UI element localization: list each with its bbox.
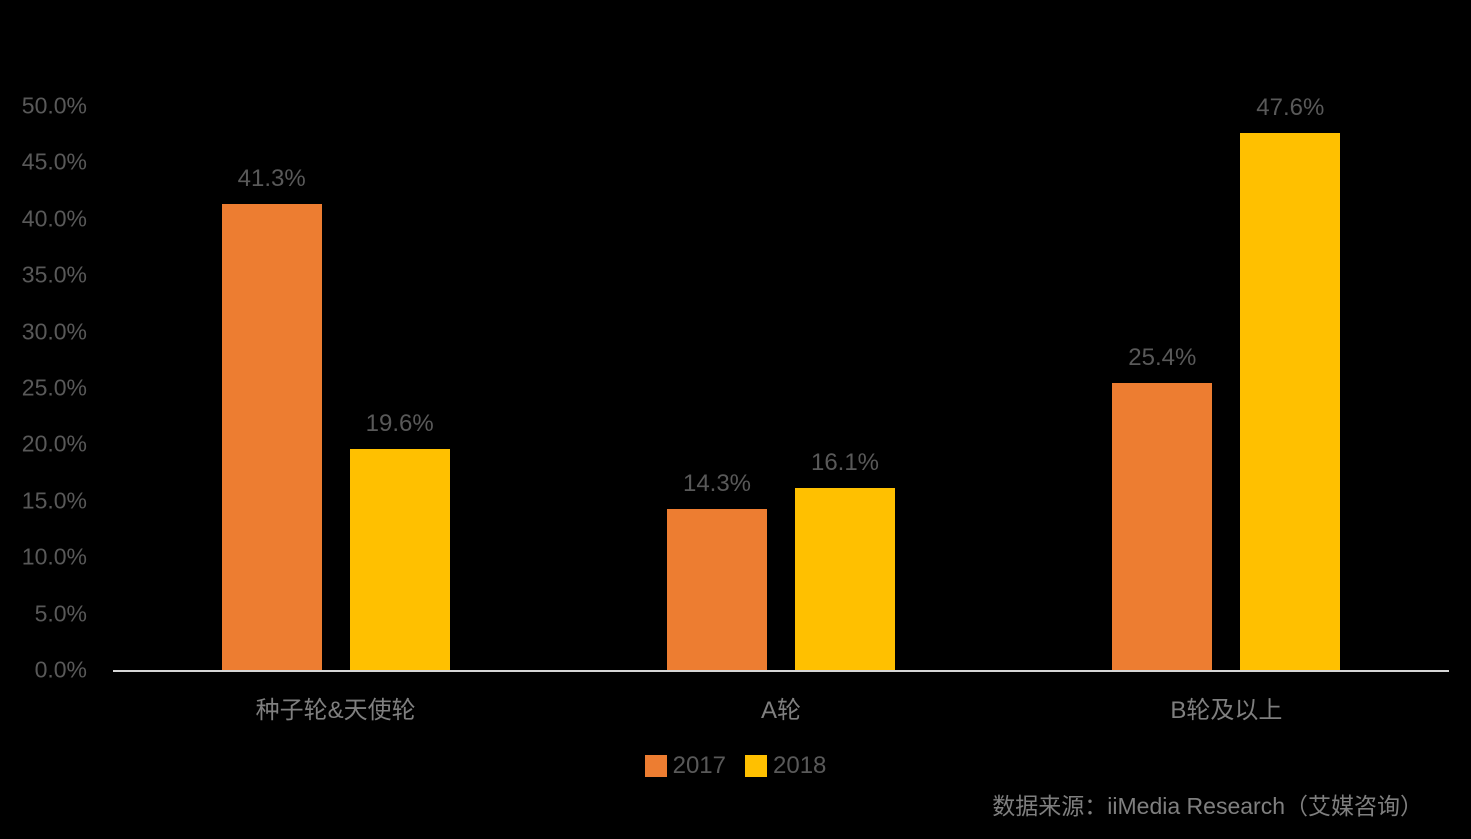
bar-2018-0 bbox=[349, 448, 450, 670]
x-axis-line bbox=[113, 670, 1449, 672]
y-tick-label: 30.0% bbox=[21, 318, 87, 345]
y-tick-label: 50.0% bbox=[21, 92, 87, 119]
value-label-2018-2: 47.6% bbox=[1256, 94, 1325, 122]
y-tick-label: 40.0% bbox=[21, 205, 87, 232]
legend-label-2018: 2018 bbox=[773, 752, 827, 779]
y-tick-label: 45.0% bbox=[21, 148, 87, 175]
category-label-2: B轮及以上 bbox=[1170, 697, 1283, 724]
y-tick-label: 35.0% bbox=[21, 261, 87, 288]
value-label-2017-2: 25.4% bbox=[1128, 344, 1197, 372]
y-tick-label: 25.0% bbox=[21, 374, 87, 401]
value-label-2017-1: 14.3% bbox=[682, 469, 752, 497]
legend-item-2018: 2018 bbox=[745, 753, 826, 779]
bar-2017-0 bbox=[221, 204, 322, 670]
category-label-0: 种子轮&天使轮 bbox=[255, 697, 416, 724]
bar-2017-1 bbox=[667, 508, 767, 670]
y-tick-label: 20.0% bbox=[21, 430, 87, 457]
bar-2018-1 bbox=[795, 488, 895, 670]
y-tick-label: 0.0% bbox=[34, 656, 87, 683]
value-label-2018-0: 19.6% bbox=[365, 409, 434, 437]
category-label-1: A轮 bbox=[760, 697, 802, 724]
y-tick-label: 15.0% bbox=[21, 487, 87, 514]
legend: 2017 2018 bbox=[0, 753, 1471, 779]
value-label-2017-0: 41.3% bbox=[237, 165, 306, 193]
legend-label-2017: 2017 bbox=[672, 752, 726, 779]
legend-swatch-2017 bbox=[644, 755, 667, 777]
value-label-2018-1: 16.1% bbox=[810, 449, 880, 477]
legend-swatch-2018 bbox=[745, 755, 767, 777]
source-text: 数据来源：iiMedia Research（艾媒咨询） bbox=[992, 793, 1423, 819]
bar-2017-2 bbox=[1112, 383, 1213, 670]
y-axis: 0.0% 5.0% 10.0% 15.0% 20.0% 25.0% 30.0% 35.0% 40… bbox=[0, 0, 88, 839]
y-tick-label: 5.0% bbox=[34, 600, 87, 627]
bar-2018-2 bbox=[1240, 133, 1341, 670]
y-tick-label: 10.0% bbox=[21, 543, 87, 570]
legend-item-2017: 2017 bbox=[644, 752, 726, 779]
